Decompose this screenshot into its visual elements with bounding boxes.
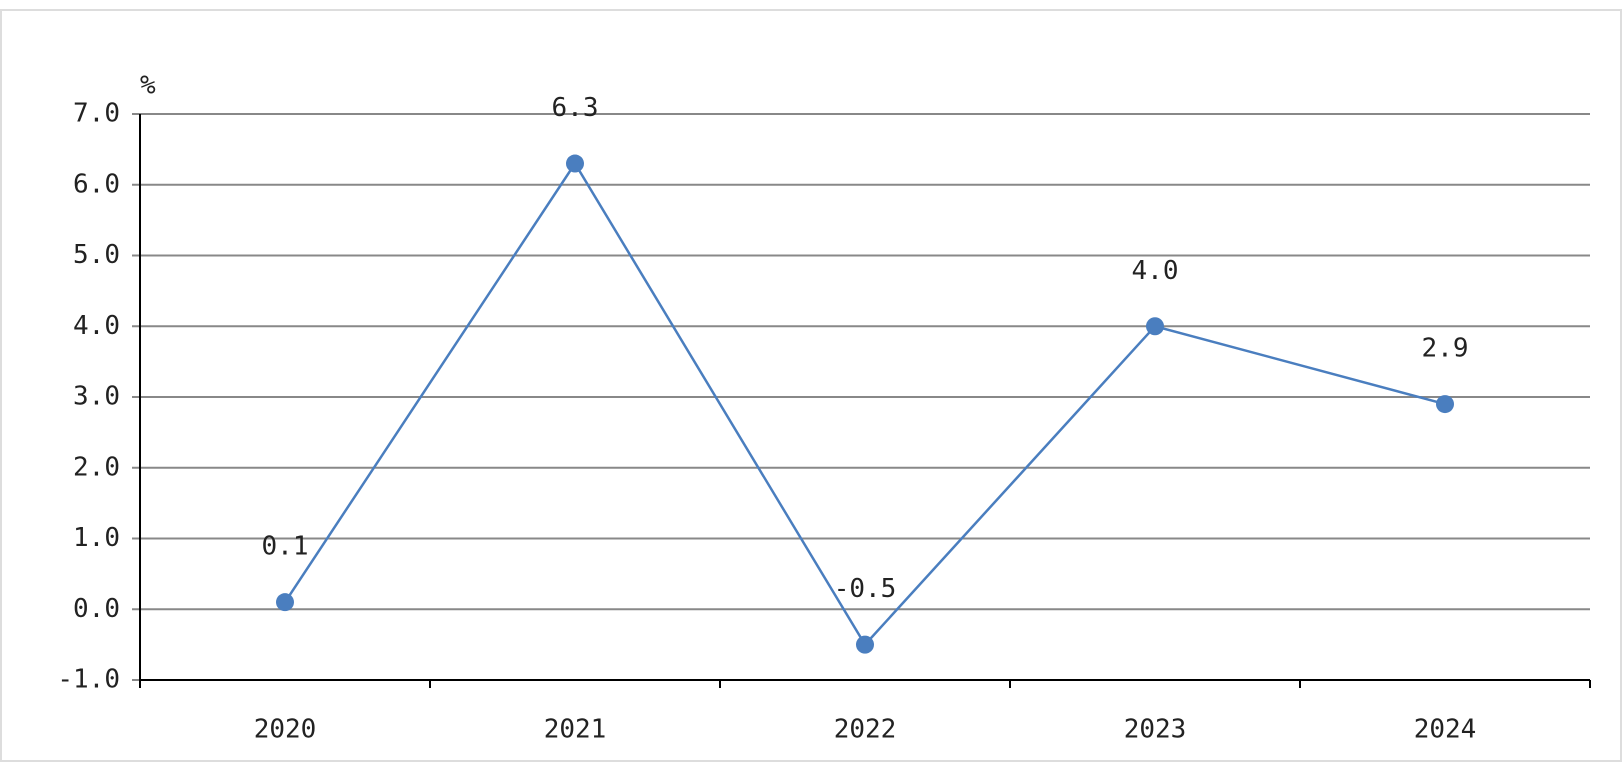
point: [1146, 317, 1164, 336]
y-tick-label: 1.0: [73, 523, 120, 553]
point: [856, 635, 874, 654]
y-tick-label: 7.0: [73, 99, 120, 129]
y-unit: %: [140, 71, 156, 101]
point: [1436, 395, 1454, 414]
data-label: 2.9: [1422, 334, 1469, 364]
data-label: 0.1: [262, 532, 309, 562]
y-tick-label: -1.0: [57, 665, 120, 695]
y-tick-label: 5.0: [73, 240, 120, 270]
x-tick-label: 2021: [544, 715, 607, 745]
x-tick-label: 2022: [834, 715, 897, 745]
y-tick-label: 0.0: [73, 594, 120, 624]
y-tick-label: 4.0: [73, 311, 120, 341]
x-tick-label: 2023: [1124, 715, 1187, 745]
data-label: 6.3: [552, 93, 599, 123]
x-tick-label: 2024: [1414, 715, 1477, 745]
y-tick-label: 2.0: [73, 452, 120, 482]
y-tick-label: 3.0: [73, 382, 120, 412]
data-label: -0.5: [834, 574, 897, 604]
line: [283, 161, 1446, 647]
data-label: 4.0: [1132, 256, 1179, 286]
x-tick-label: 2020: [254, 715, 317, 745]
frame: [0, 9, 1622, 762]
point: [276, 593, 294, 612]
point: [566, 154, 584, 173]
y-tick-label: 6.0: [73, 169, 120, 199]
